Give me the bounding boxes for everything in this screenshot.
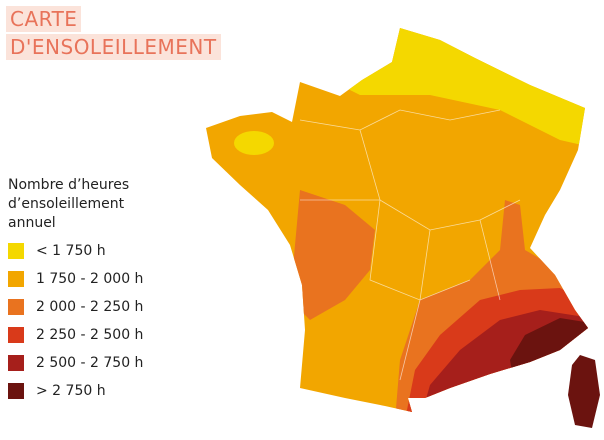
legend-title: Nombre d’heures d’ensoleillement annuel	[8, 176, 129, 233]
legend-item: 2 500 - 2 750 h	[8, 354, 143, 372]
legend-title-line: Nombre d’heures	[8, 177, 130, 193]
legend-item: > 2 750 h	[8, 382, 106, 400]
legend-title-line: d’ensoleillement	[8, 196, 125, 212]
legend-swatch	[8, 243, 24, 259]
legend-label: > 2 750 h	[36, 383, 106, 399]
region-borders	[299, 109, 521, 381]
legend-label: 2 500 - 2 750 h	[36, 355, 144, 371]
title-line: D'ENSOLEILLEMENT	[6, 34, 221, 60]
france	[206, 28, 588, 412]
zone-2000-2250	[290, 190, 375, 320]
legend-label: 1 750 - 2 000 h	[36, 271, 144, 287]
legend-item: 2 250 - 2 500 h	[8, 326, 143, 344]
legend-item: < 1 750 h	[8, 242, 106, 260]
title-line: CARTE	[6, 6, 82, 32]
legend-swatch	[8, 327, 24, 343]
legend-swatch	[8, 383, 24, 399]
legend-item: 1 750 - 2 000 h	[8, 270, 143, 288]
legend-swatch	[8, 299, 24, 315]
corsica	[568, 355, 600, 428]
legend-label: 2 250 - 2 500 h	[36, 327, 144, 343]
legend-label: < 1 750 h	[36, 243, 106, 259]
legend-label: 2 000 - 2 250 h	[36, 299, 144, 315]
legend-title-line: annuel	[8, 215, 56, 231]
zone-under-1750	[234, 131, 274, 155]
legend-swatch	[8, 271, 24, 287]
legend-swatch	[8, 355, 24, 371]
legend-item: 2 000 - 2 250 h	[8, 298, 143, 316]
